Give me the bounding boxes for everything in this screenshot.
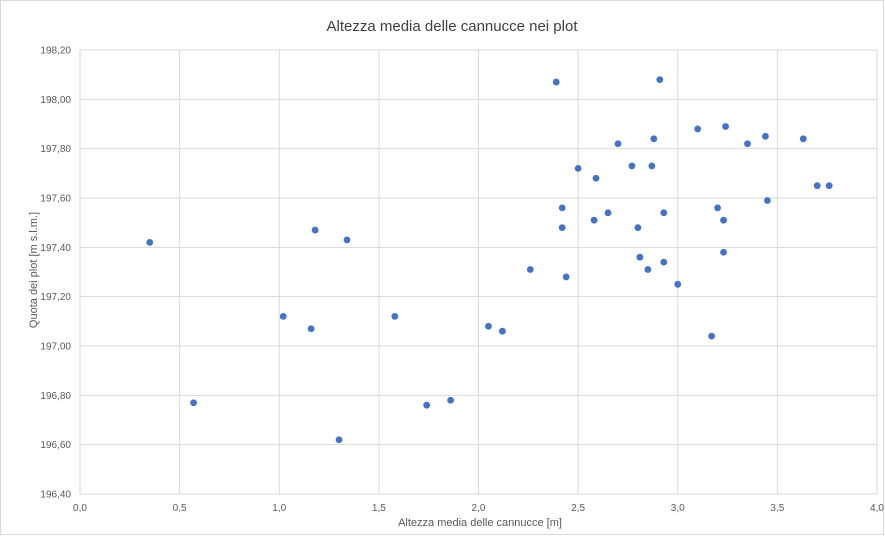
x-tick-label: 3,5 xyxy=(770,503,784,514)
data-point xyxy=(813,182,821,190)
x-tick-label: 3,0 xyxy=(671,503,685,514)
data-point xyxy=(343,236,351,244)
data-point xyxy=(558,204,566,212)
x-tick-label: 0,5 xyxy=(173,503,187,514)
data-point xyxy=(574,165,582,172)
data-point xyxy=(423,401,431,409)
x-tick-label: 1,0 xyxy=(272,503,286,514)
data-points xyxy=(146,76,833,444)
data-point xyxy=(660,258,668,266)
gridlines xyxy=(79,49,878,495)
x-axis-ticks: 0,0 0,5 1,0 1,5 2,0 2,5 3,0 3,5 4,0 xyxy=(73,503,884,514)
y-axis-ticks: 196,40 196,60 196,80 197,00 197,20 197,40 197,… xyxy=(40,46,71,501)
x-tick-label: 1,5 xyxy=(372,503,386,514)
data-point xyxy=(447,396,455,404)
y-tick-label: 196,40 xyxy=(40,490,71,501)
data-point xyxy=(146,239,154,246)
data-point xyxy=(694,125,702,133)
data-point xyxy=(660,209,668,217)
data-point xyxy=(714,204,721,212)
data-point xyxy=(499,327,506,335)
y-axis-label: Quota dei plot [m s.l.m.] xyxy=(28,212,40,328)
data-point xyxy=(604,209,612,217)
data-point xyxy=(722,123,729,130)
y-tick-label: 198,20 xyxy=(40,46,71,57)
data-point xyxy=(744,140,751,148)
y-tick-label: 197,00 xyxy=(40,342,71,353)
x-axis-label: Altezza media delle cannucce [m] xyxy=(398,517,562,529)
data-point xyxy=(720,216,727,224)
data-point xyxy=(644,266,652,273)
chart-title: Altezza media delle cannucce nei plot xyxy=(327,18,579,35)
data-point xyxy=(674,280,682,288)
data-point xyxy=(648,162,656,170)
data-point xyxy=(190,399,197,407)
data-point xyxy=(634,224,642,232)
data-point xyxy=(825,182,833,190)
data-point xyxy=(764,197,771,204)
data-point xyxy=(311,226,319,234)
x-tick-label: 4,0 xyxy=(870,503,884,514)
x-tick-label: 2,5 xyxy=(571,503,585,514)
y-tick-label: 197,80 xyxy=(40,144,71,155)
data-point xyxy=(307,325,315,333)
data-point xyxy=(656,76,664,83)
data-point xyxy=(720,248,727,256)
data-point xyxy=(636,253,644,261)
data-point xyxy=(335,436,343,444)
data-point xyxy=(562,273,570,281)
data-point xyxy=(628,162,636,170)
y-tick-label: 198,00 xyxy=(40,95,71,106)
data-point xyxy=(485,322,492,330)
data-point xyxy=(650,135,658,143)
data-point xyxy=(762,132,769,140)
data-point xyxy=(592,174,600,182)
y-tick-label: 197,60 xyxy=(40,194,71,205)
y-tick-label: 196,80 xyxy=(40,391,71,402)
data-point xyxy=(614,140,622,148)
y-tick-label: 197,40 xyxy=(40,243,71,254)
x-tick-label: 2,0 xyxy=(472,503,486,514)
data-point xyxy=(799,135,807,143)
data-point xyxy=(526,266,534,273)
data-point xyxy=(391,313,399,320)
y-tick-label: 197,20 xyxy=(40,292,71,303)
data-point xyxy=(558,224,566,232)
data-point xyxy=(552,78,560,86)
y-tick-label: 196,60 xyxy=(40,440,71,451)
data-point xyxy=(590,216,598,224)
data-point xyxy=(279,313,287,320)
data-point xyxy=(708,332,716,340)
x-tick-label: 0,0 xyxy=(73,503,87,514)
